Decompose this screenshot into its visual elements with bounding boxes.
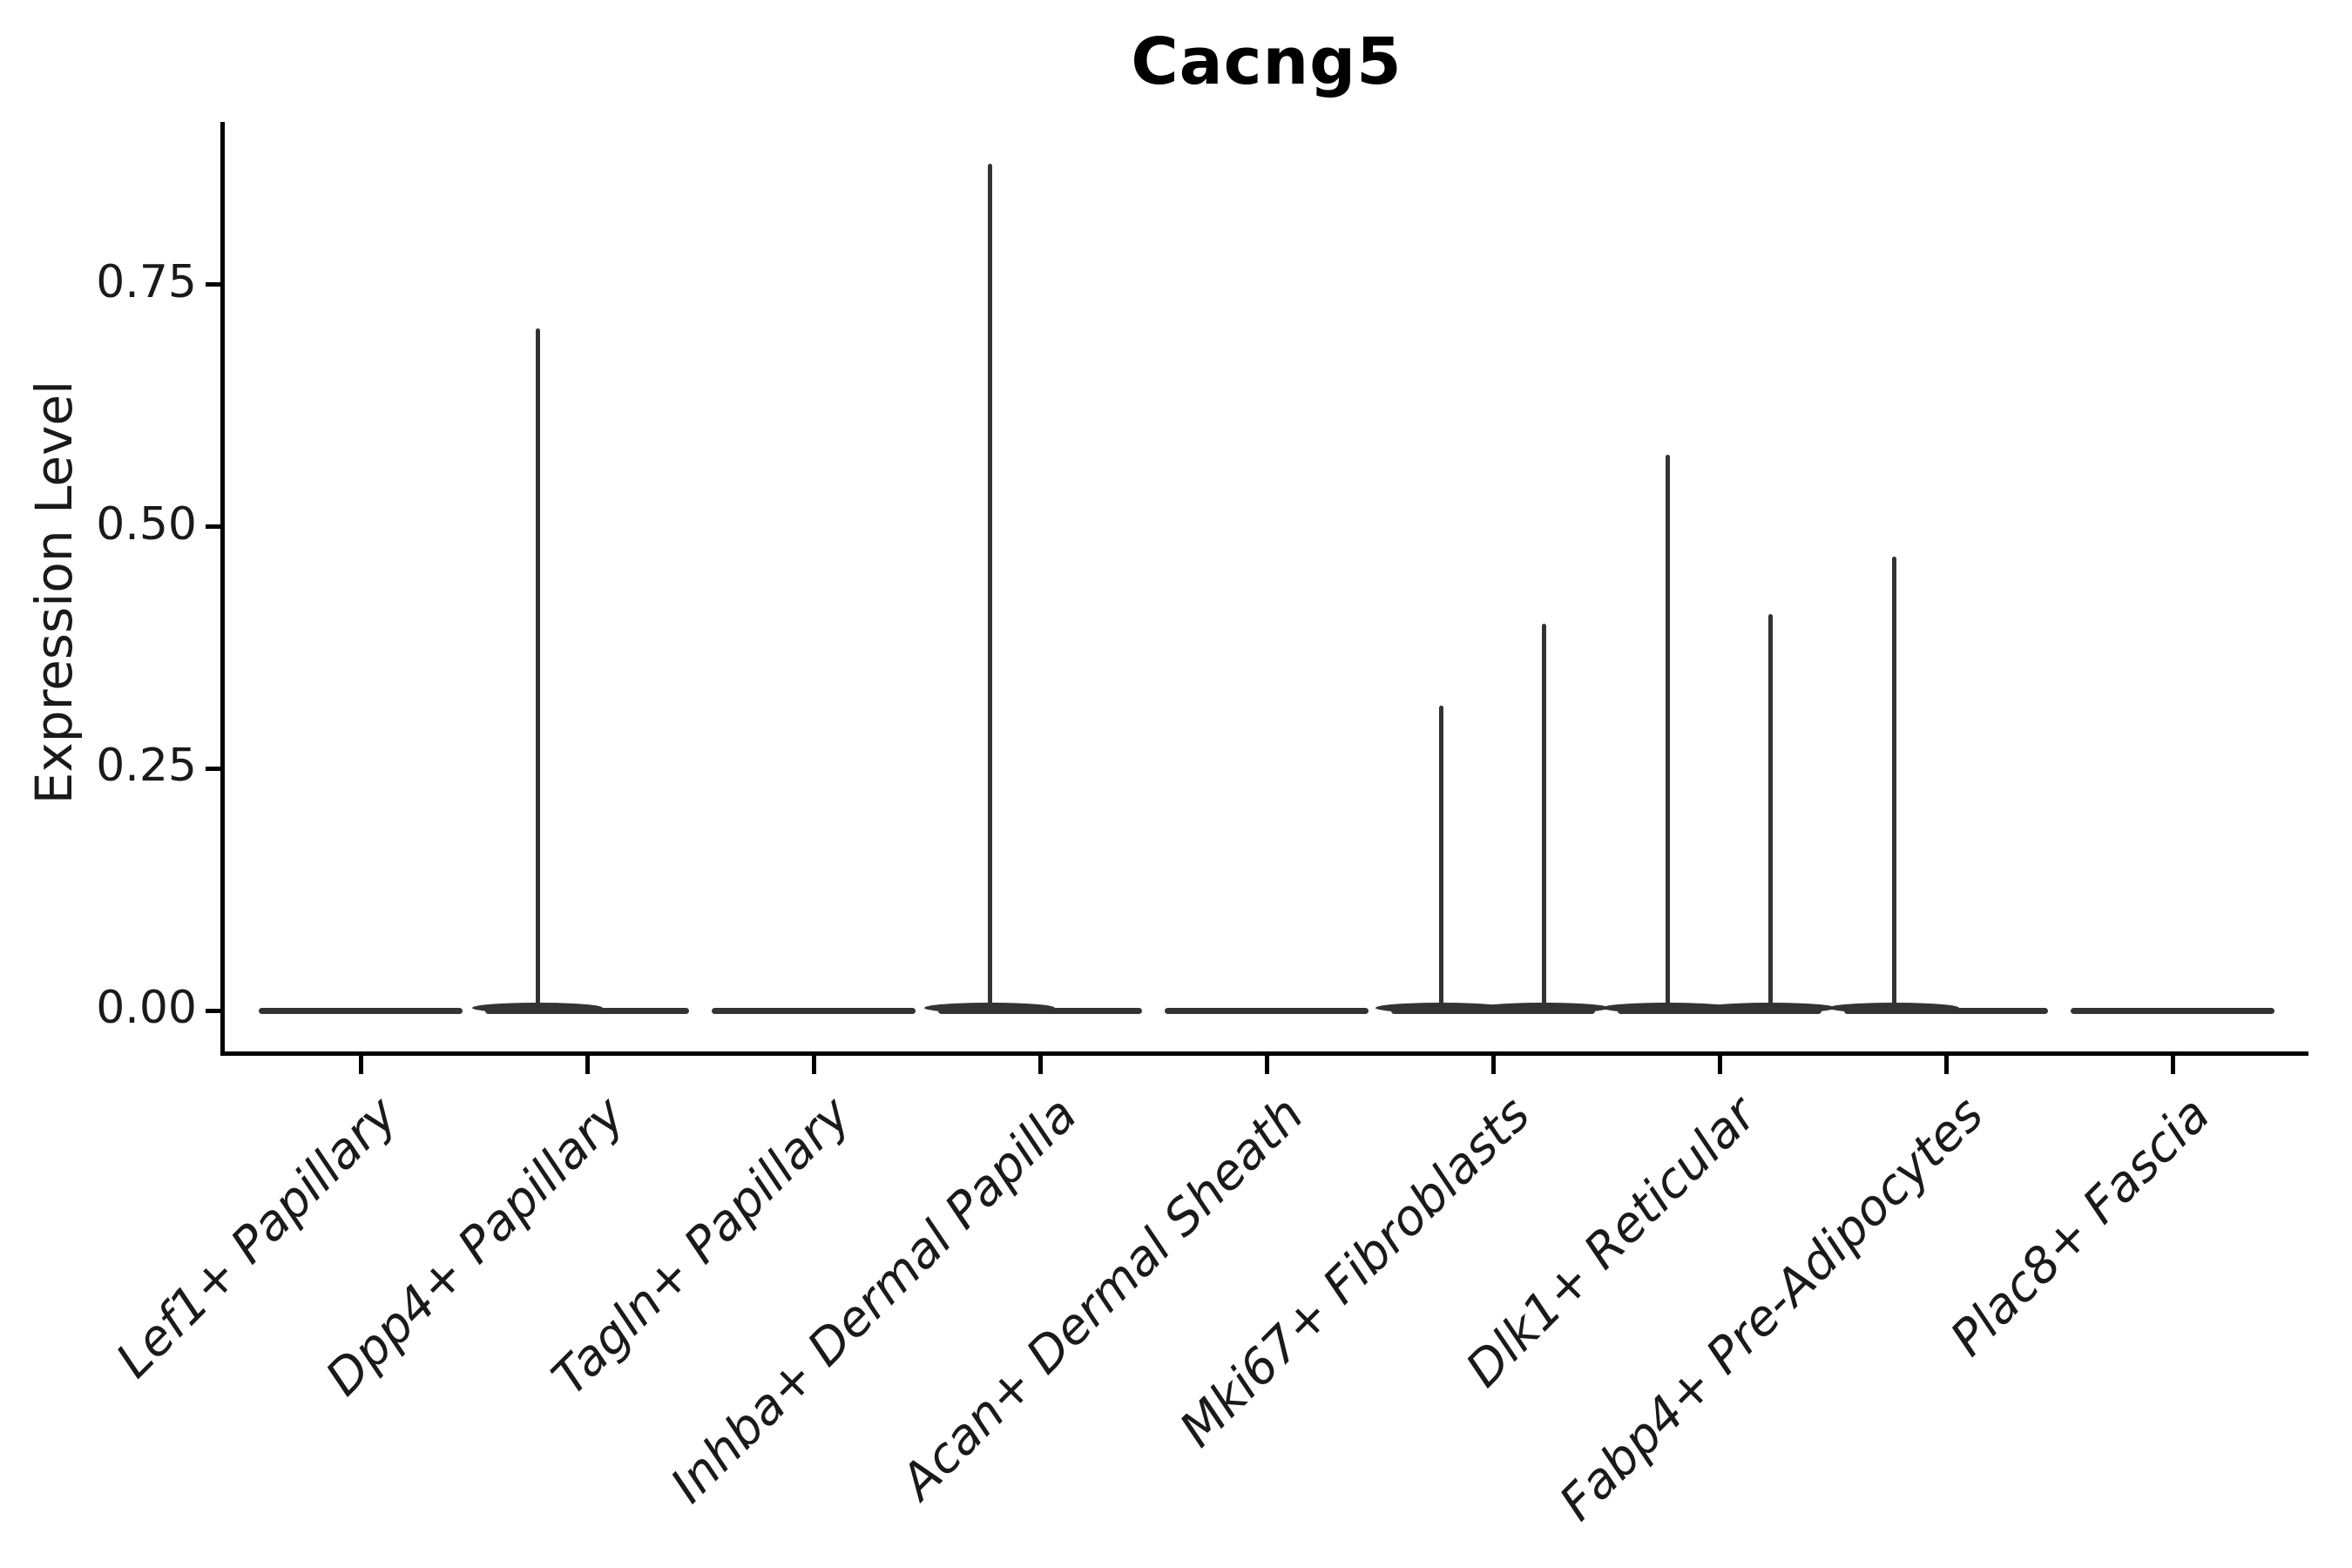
chart-title: Cacng5 (1131, 24, 1402, 99)
violin-spike (1891, 557, 1896, 1010)
x-tick-mark (1037, 1053, 1043, 1074)
x-tick-label: Acan+ Dermal Sheath (890, 1085, 1315, 1511)
violin-baseline (259, 1007, 463, 1014)
x-tick-mark (1943, 1053, 1949, 1074)
y-axis-line (220, 122, 225, 1056)
x-tick-mark (585, 1053, 590, 1074)
x-tick-mark (358, 1053, 363, 1074)
y-tick-mark (206, 1008, 225, 1013)
violin-spike (987, 164, 992, 1010)
y-tick-mark (206, 524, 225, 530)
violin-spike (1767, 613, 1773, 1010)
violin-baseline (2071, 1007, 2274, 1014)
x-tick-label: Fabp4+ Pre-Adipocytes (1549, 1085, 1995, 1532)
y-tick-mark (206, 282, 225, 287)
x-tick-mark (811, 1053, 816, 1074)
violin-spike (1438, 706, 1443, 1010)
x-tick-mark (1717, 1053, 1722, 1074)
y-tick-label: 0.00 (96, 982, 197, 1034)
x-tick-mark (2170, 1053, 2175, 1074)
violin-spike (1665, 455, 1670, 1010)
violin-spike (535, 328, 540, 1010)
x-tick-mark (1264, 1053, 1269, 1074)
violin-baseline (1165, 1007, 1369, 1014)
x-tick-label: Inhba+ Dermal Papilla (660, 1085, 1089, 1515)
y-tick-label: 0.75 (96, 255, 197, 308)
y-tick-label: 0.50 (96, 497, 197, 551)
x-tick-mark (1490, 1053, 1496, 1074)
violin-baseline (712, 1007, 916, 1014)
violin-spike (1541, 623, 1546, 1010)
y-tick-label: 0.25 (96, 740, 197, 793)
y-tick-mark (206, 766, 225, 771)
